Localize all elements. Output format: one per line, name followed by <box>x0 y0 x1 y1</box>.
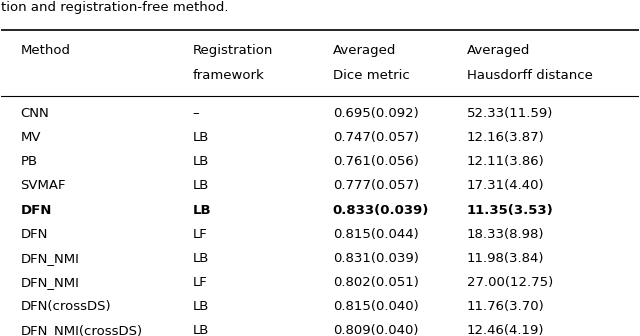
Text: LB: LB <box>193 300 209 313</box>
Text: 0.761(0.056): 0.761(0.056) <box>333 155 419 168</box>
Text: 0.802(0.051): 0.802(0.051) <box>333 276 419 289</box>
Text: CNN: CNN <box>20 107 49 120</box>
Text: DFN: DFN <box>20 204 52 217</box>
Text: LB: LB <box>193 252 209 265</box>
Text: tion and registration-free method.: tion and registration-free method. <box>1 1 229 14</box>
Text: 52.33(11.59): 52.33(11.59) <box>467 107 553 120</box>
Text: 0.815(0.044): 0.815(0.044) <box>333 228 419 241</box>
Text: 18.33(8.98): 18.33(8.98) <box>467 228 544 241</box>
Text: LB: LB <box>193 131 209 144</box>
Text: 0.695(0.092): 0.695(0.092) <box>333 107 419 120</box>
Text: SVMAF: SVMAF <box>20 179 66 193</box>
Text: 0.831(0.039): 0.831(0.039) <box>333 252 419 265</box>
Text: Registration: Registration <box>193 44 273 57</box>
Text: DFN_NMI: DFN_NMI <box>20 276 79 289</box>
Text: LB: LB <box>193 204 211 217</box>
Text: 11.98(3.84): 11.98(3.84) <box>467 252 544 265</box>
Text: PB: PB <box>20 155 38 168</box>
Text: LB: LB <box>193 324 209 336</box>
Text: Hausdorff distance: Hausdorff distance <box>467 69 593 82</box>
Text: Averaged: Averaged <box>333 44 396 57</box>
Text: MV: MV <box>20 131 41 144</box>
Text: 12.11(3.86): 12.11(3.86) <box>467 155 544 168</box>
Text: Averaged: Averaged <box>467 44 530 57</box>
Text: LF: LF <box>193 228 207 241</box>
Text: LB: LB <box>193 155 209 168</box>
Text: 0.833(0.039): 0.833(0.039) <box>333 204 429 217</box>
Text: DFN: DFN <box>20 228 48 241</box>
Text: 11.76(3.70): 11.76(3.70) <box>467 300 544 313</box>
Text: 0.815(0.040): 0.815(0.040) <box>333 300 419 313</box>
Text: framework: framework <box>193 69 264 82</box>
Text: 0.747(0.057): 0.747(0.057) <box>333 131 419 144</box>
Text: LB: LB <box>193 179 209 193</box>
Text: 12.16(3.87): 12.16(3.87) <box>467 131 544 144</box>
Text: DFN_NMI(crossDS): DFN_NMI(crossDS) <box>20 324 143 336</box>
Text: 17.31(4.40): 17.31(4.40) <box>467 179 544 193</box>
Text: DFN_NMI: DFN_NMI <box>20 252 79 265</box>
Text: 11.35(3.53): 11.35(3.53) <box>467 204 554 217</box>
Text: 12.46(4.19): 12.46(4.19) <box>467 324 544 336</box>
Text: LF: LF <box>193 276 207 289</box>
Text: Dice metric: Dice metric <box>333 69 410 82</box>
Text: 0.777(0.057): 0.777(0.057) <box>333 179 419 193</box>
Text: 0.809(0.040): 0.809(0.040) <box>333 324 419 336</box>
Text: –: – <box>193 107 199 120</box>
Text: 27.00(12.75): 27.00(12.75) <box>467 276 553 289</box>
Text: DFN(crossDS): DFN(crossDS) <box>20 300 111 313</box>
Text: Method: Method <box>20 44 70 57</box>
